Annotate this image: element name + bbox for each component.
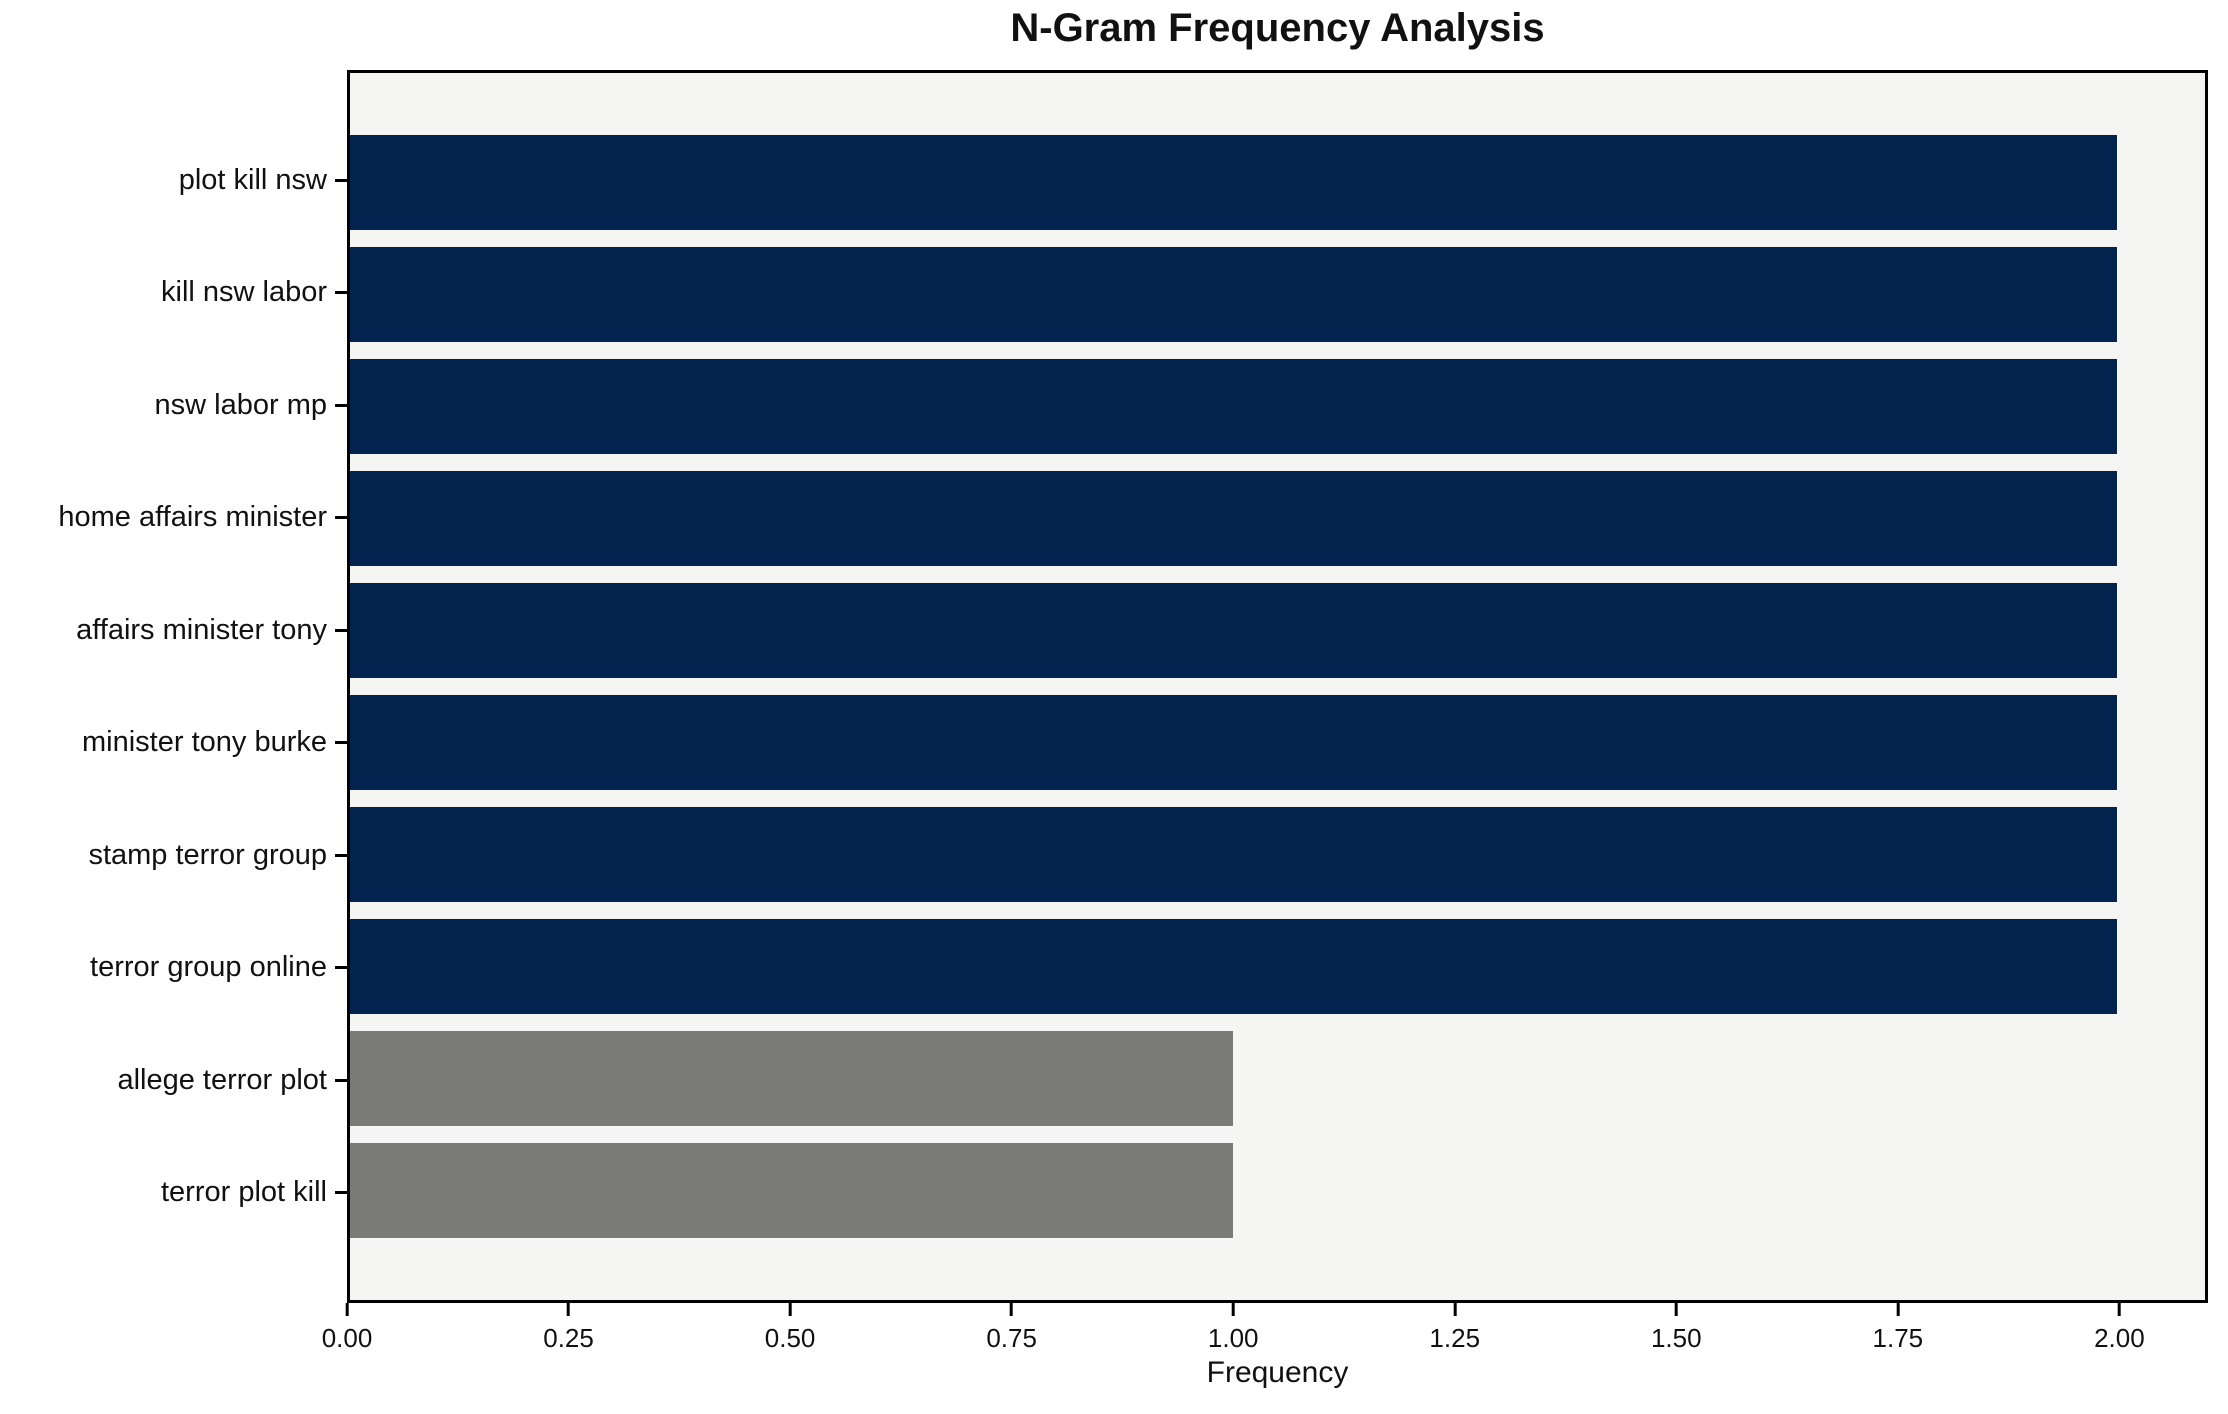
x-tick-label: 0.50 [764,1323,816,1353]
bar [350,1030,1234,1126]
x-tick: 0.75 [986,1303,1037,1354]
x-tick-mark [345,1303,349,1316]
y-row: plot kill nsw [0,124,347,237]
x-tick-label: 1.75 [1872,1323,1924,1353]
y-row: terror plot kill [0,1137,347,1250]
x-tick: 1.50 [1651,1303,1702,1354]
bar-row [350,239,2205,351]
bar [350,806,2117,902]
bar [350,247,2117,343]
y-row: affairs minister tony [0,574,347,687]
chart-title: N-Gram Frequency Analysis [1010,6,1545,50]
x-tick: 0.25 [543,1303,594,1354]
x-tick-mark [1674,1303,1678,1316]
x-tick-mark [1453,1303,1457,1316]
y-tick-mark [335,628,347,632]
x-tick-label: 0.00 [321,1323,373,1353]
x-tick-mark [1231,1303,1235,1316]
x-tick: 1.75 [1872,1303,1924,1354]
x-axis: 0.00 0.25 0.50 0.75 1.00 1.25 1.50 1.75 2.00 [322,1303,2208,1373]
bar-row [350,463,2205,575]
y-tick-mark [335,853,347,857]
bar [350,135,2117,231]
bar [350,918,2117,1014]
bar-row [350,1022,2205,1134]
y-tick-mark [335,291,347,295]
y-tick-label: allege terror plot [117,1063,327,1096]
y-row: minister tony burke [0,687,347,800]
y-tick-mark [335,1191,347,1195]
y-tick-label: stamp terror group [88,838,327,871]
bar-row [350,127,2205,239]
y-tick-mark [335,516,347,520]
x-tick-mark [1896,1303,1900,1316]
y-row: stamp terror group [0,799,347,912]
y-tick-mark [335,178,347,182]
bar-row [350,687,2205,799]
y-row: nsw labor mp [0,349,347,462]
y-tick-mark [335,966,347,970]
y-tick-label: plot kill nsw [178,163,327,196]
x-tick: 1.25 [1429,1303,1480,1354]
bar [350,694,2117,790]
y-row: home affairs minister [0,462,347,575]
x-tick-label: 2.00 [2094,1323,2145,1353]
y-row: terror group online [0,912,347,1025]
y-tick-label: terror plot kill [161,1176,327,1209]
bar-row [350,798,2205,910]
x-tick-mark [1010,1303,1014,1316]
bar-row [350,351,2205,463]
y-tick-mark [335,403,347,407]
bar-row [350,1134,2205,1246]
y-tick-mark [335,741,347,745]
y-row: kill nsw labor [0,237,347,350]
plot-area [347,70,2208,1303]
y-tick-label: terror group online [90,951,327,984]
y-tick-label: kill nsw labor [161,276,327,309]
bar [350,471,2117,567]
y-axis: plot kill nsw kill nsw labor nsw labor mp h… [0,70,347,1303]
x-tick: 1.00 [1207,1303,1259,1354]
y-tick-label: minister tony burke [82,726,327,759]
y-row: allege terror plot [0,1024,347,1137]
y-tick-label: home affairs minister [58,501,327,534]
x-axis-label: Frequency [1206,1356,1349,1389]
x-tick-label: 1.25 [1429,1323,1481,1353]
x-tick: 0.00 [321,1303,373,1354]
y-tick-label: affairs minister tony [76,613,327,646]
y-tick-label: nsw labor mp [154,388,327,421]
x-tick-label: 0.75 [986,1323,1037,1353]
bar [350,359,2117,455]
x-tick-mark [567,1303,571,1316]
bar-row [350,575,2205,687]
x-tick-mark [788,1303,792,1316]
x-tick-label: 0.25 [543,1323,594,1353]
x-tick: 2.00 [2094,1303,2145,1354]
bar [350,583,2117,679]
bar [350,1142,1234,1238]
y-tick-mark [335,1078,347,1082]
x-tick-mark [2117,1303,2121,1316]
x-tick-label: 1.50 [1650,1323,1702,1353]
x-tick: 0.50 [764,1303,816,1354]
bar-row [350,910,2205,1022]
x-tick-label: 1.00 [1207,1323,1259,1353]
